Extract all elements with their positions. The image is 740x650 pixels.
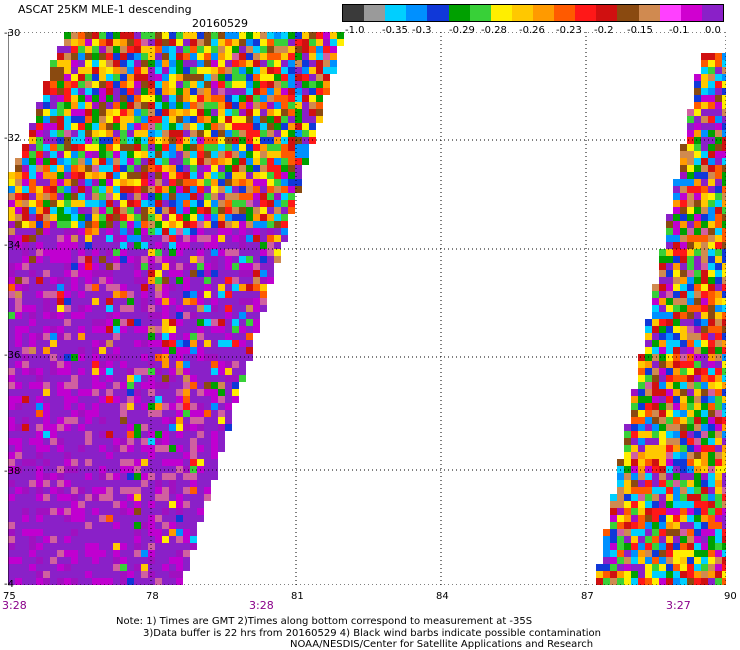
- map-date: 20160529: [192, 17, 248, 30]
- map-plot: [8, 32, 726, 585]
- title-text: ASCAT 25KM MLE-1 descending: [18, 3, 192, 16]
- colorbar-segment: [617, 5, 639, 21]
- colorbar-segment: [532, 5, 555, 21]
- note-line-1: Note: 1) Times are GMT 2)Times along bot…: [116, 616, 533, 627]
- colorbar-tick-label: -0.3: [412, 25, 432, 36]
- colorbar-segment: [575, 5, 597, 21]
- latitude-label: -36: [4, 350, 21, 361]
- time-label-3: 3:27: [666, 599, 691, 612]
- colorbar-segment: [385, 5, 407, 21]
- colorbar-segment: [343, 5, 365, 21]
- colorbar-tick-label: 0.0: [705, 25, 721, 36]
- colorbar-tick-label: -0.29: [449, 25, 475, 36]
- time-label-2: 3:28: [249, 599, 274, 612]
- longitude-label: 87: [581, 591, 594, 602]
- colorbar-segment: [364, 5, 386, 21]
- colorbar-tick-label: -0.35: [382, 25, 408, 36]
- colorbar-segment: [596, 5, 618, 21]
- map-gridlines: [8, 32, 726, 585]
- colorbar-tick-label: -0.2: [594, 25, 614, 36]
- colorbar-segment: [427, 5, 449, 21]
- latitude-label: -34: [4, 240, 21, 251]
- time-label-1: 3:28: [2, 599, 27, 612]
- latitude-label: -38: [4, 466, 21, 477]
- colorbar-segment: [490, 5, 512, 21]
- longitude-label: 75: [3, 591, 16, 602]
- latitude-label: -4: [4, 579, 14, 590]
- colorbar-segment: [554, 5, 576, 21]
- map-title: ASCAT 25KM MLE-1 descending: [18, 4, 192, 16]
- colorbar-segment: [511, 5, 533, 21]
- colorbar-tick-label: -0.26: [519, 25, 545, 36]
- colorbar-tick-label: -0.23: [556, 25, 582, 36]
- colorbar-segment: [659, 5, 681, 21]
- note-line-3: NOAA/NESDIS/Center for Satellite Applica…: [290, 639, 594, 650]
- colorbar-segment: [469, 5, 491, 21]
- colorbar-segment: [638, 5, 660, 21]
- swath-cells: [8, 32, 726, 585]
- longitude-label: 90: [724, 591, 737, 602]
- longitude-label: 81: [291, 591, 304, 602]
- latitude-label: -30: [4, 28, 21, 39]
- colorbar-tick-label: -1.0: [345, 25, 365, 36]
- note-line-2: 3)Data buffer is 22 hrs from 20160529 4)…: [143, 628, 601, 639]
- colorbar-segment: [701, 5, 723, 21]
- longitude-label: 78: [146, 591, 159, 602]
- longitude-label: 84: [436, 591, 449, 602]
- colorbar-segment: [680, 5, 702, 21]
- colorbar-tick-label: -0.28: [481, 25, 507, 36]
- colorbar-tick-label: -0.15: [627, 25, 653, 36]
- colorbar: [342, 4, 724, 22]
- colorbar-tick-label: -0.1: [669, 25, 689, 36]
- latitude-label: -32: [4, 133, 21, 144]
- colorbar-segment: [448, 5, 470, 21]
- colorbar-segment: [406, 5, 428, 21]
